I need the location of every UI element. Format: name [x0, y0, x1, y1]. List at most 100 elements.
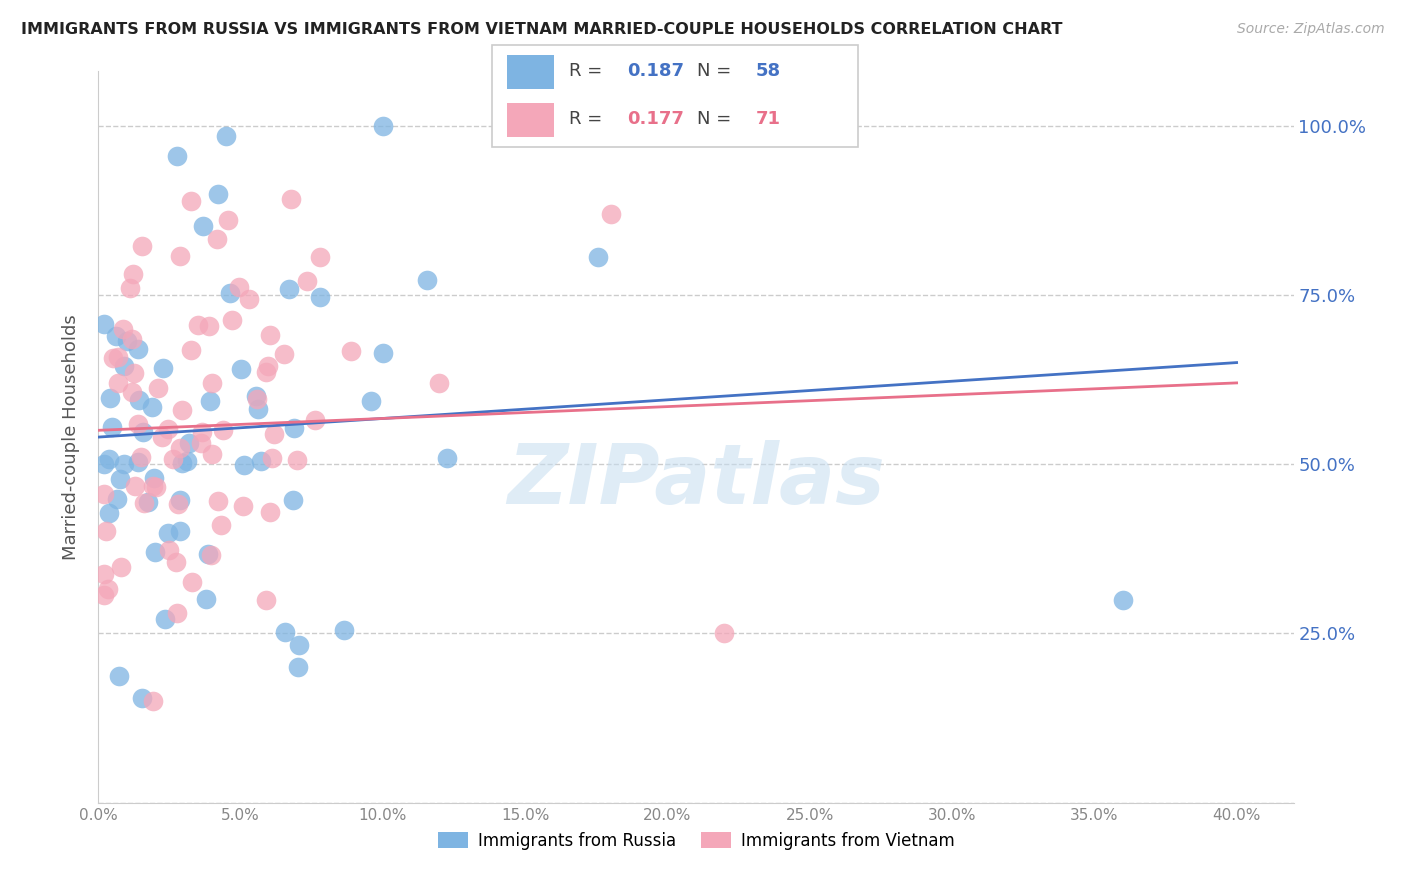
Point: [278, 282, 301, 296]
Point: [93, 458, 115, 472]
Text: 58: 58: [755, 62, 780, 80]
Point: [136, 494, 159, 508]
Point: [169, 249, 191, 263]
Point: [118, 281, 141, 295]
Point: [295, 274, 318, 288]
Point: [211, 423, 233, 437]
Point: [112, 359, 135, 374]
Point: [97, 582, 120, 596]
Point: [280, 192, 302, 206]
Point: [221, 313, 243, 327]
Point: [309, 251, 332, 265]
Point: [111, 322, 134, 336]
Point: [157, 422, 180, 436]
Point: [148, 381, 170, 395]
Point: [121, 332, 143, 346]
Point: [201, 376, 224, 390]
Point: [238, 293, 260, 307]
Point: [436, 450, 458, 465]
Point: [207, 187, 229, 202]
Point: [262, 451, 284, 466]
Point: [142, 478, 165, 492]
Point: [143, 545, 166, 559]
Point: [101, 420, 124, 434]
Point: [176, 454, 198, 468]
Point: [195, 591, 218, 606]
Point: [107, 376, 129, 390]
Point: [190, 435, 212, 450]
FancyBboxPatch shape: [506, 103, 554, 137]
FancyBboxPatch shape: [492, 45, 858, 147]
Point: [200, 394, 222, 409]
Point: [246, 392, 269, 407]
Point: [427, 376, 450, 390]
Point: [283, 421, 305, 435]
Point: [145, 480, 167, 494]
Point: [191, 425, 214, 440]
Point: [108, 669, 131, 683]
Point: [124, 479, 146, 493]
Point: [98, 452, 121, 467]
Point: [247, 401, 270, 416]
Text: 0.187: 0.187: [627, 62, 685, 80]
Point: [122, 366, 145, 380]
Point: [112, 457, 135, 471]
Point: [219, 285, 242, 300]
Point: [108, 472, 131, 486]
Point: [166, 606, 188, 620]
Point: [259, 505, 281, 519]
Point: [254, 365, 277, 379]
Point: [129, 450, 152, 465]
Point: [152, 361, 174, 376]
Point: [180, 343, 202, 357]
Point: [588, 250, 610, 264]
Point: [127, 454, 149, 468]
Point: [371, 119, 394, 133]
Point: [1112, 592, 1135, 607]
Legend: Immigrants from Russia, Immigrants from Vietnam: Immigrants from Russia, Immigrants from …: [430, 825, 962, 856]
Point: [233, 458, 256, 473]
Text: R =: R =: [569, 62, 607, 80]
Point: [166, 148, 188, 162]
FancyBboxPatch shape: [506, 55, 554, 88]
Point: [98, 391, 121, 405]
Point: [165, 555, 187, 569]
Point: [263, 427, 285, 442]
Point: [197, 547, 219, 561]
Point: [101, 351, 124, 366]
Point: [122, 268, 145, 282]
Point: [254, 592, 277, 607]
Point: [177, 435, 200, 450]
Point: [142, 694, 165, 708]
Point: [131, 238, 153, 252]
Point: [105, 492, 128, 507]
Point: [187, 318, 209, 332]
Point: [169, 524, 191, 539]
Point: [121, 385, 143, 400]
Text: N =: N =: [697, 111, 737, 128]
Point: [232, 499, 254, 513]
Text: Source: ZipAtlas.com: Source: ZipAtlas.com: [1237, 22, 1385, 37]
Point: [287, 660, 309, 674]
Point: [141, 400, 163, 414]
Point: [304, 413, 326, 427]
Point: [93, 317, 115, 331]
Text: ZIPatlas: ZIPatlas: [508, 441, 884, 522]
Point: [128, 393, 150, 408]
Text: N =: N =: [697, 62, 737, 80]
Point: [162, 451, 184, 466]
Point: [107, 350, 129, 364]
Point: [170, 403, 193, 417]
Point: [285, 453, 308, 467]
Point: [371, 346, 394, 360]
Point: [599, 206, 621, 220]
Point: [156, 526, 179, 541]
Point: [93, 486, 115, 500]
Point: [157, 542, 180, 557]
Point: [150, 430, 173, 444]
Text: 71: 71: [755, 111, 780, 128]
Point: [169, 441, 191, 455]
Point: [127, 343, 149, 357]
Point: [200, 548, 222, 562]
Text: R =: R =: [569, 111, 607, 128]
